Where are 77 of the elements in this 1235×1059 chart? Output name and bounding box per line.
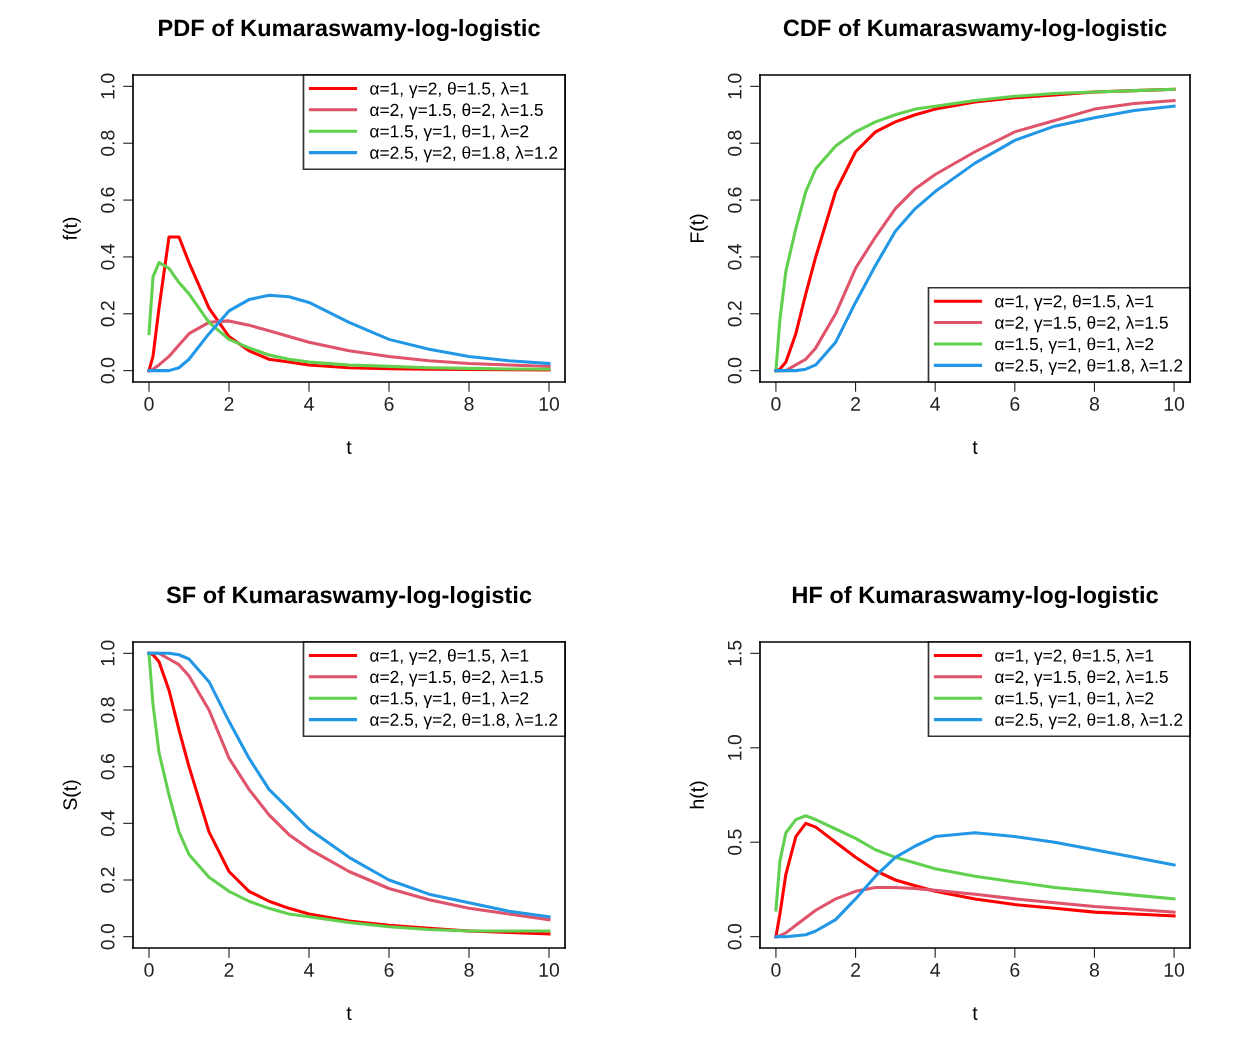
- y-tick-label: 0.5: [727, 829, 742, 855]
- x-tick-label: 0: [771, 397, 781, 411]
- y-tick-label: 0.0: [100, 923, 115, 950]
- legend-label: α=1, γ=2, θ=1.5, λ=1: [995, 294, 1154, 311]
- x-tick-label: 6: [384, 397, 394, 411]
- y-tick-label: 0.4: [727, 243, 742, 270]
- x-tick-label: 4: [304, 963, 314, 977]
- y-axis-title: f(t): [62, 217, 81, 241]
- x-tick-label: 2: [224, 397, 234, 411]
- y-tick-label: 0.6: [100, 754, 115, 780]
- y-axis-title: F(t): [689, 214, 708, 243]
- y-tick-label: 0.0: [727, 923, 742, 950]
- y-tick-label: 1.0: [727, 735, 742, 760]
- chart-title: SF of Kumaraswamy-log-logistic: [166, 586, 532, 609]
- legend-label: α=2.5, γ=2, θ=1.8, λ=1.2: [995, 358, 1183, 376]
- x-tick-label: 10: [539, 963, 560, 977]
- y-tick-label: 1.0: [100, 73, 115, 99]
- legend-label: α=1.5, γ=1, θ=1, λ=2: [370, 124, 529, 141]
- legend-label: α=2, γ=1.5, θ=2, λ=1.5: [995, 316, 1168, 333]
- y-tick-label: 0.2: [727, 301, 742, 327]
- x-tick-label: 8: [1089, 963, 1100, 977]
- x-tick-label: 6: [1010, 963, 1020, 977]
- x-tick-label: 10: [1164, 963, 1185, 977]
- legend-label: α=2.5, γ=2, θ=1.8, λ=1.2: [995, 713, 1183, 730]
- x-tick-label: 0: [144, 397, 154, 411]
- x-tick-label: 6: [384, 963, 394, 977]
- line-series: [147, 261, 551, 371]
- x-tick-label: 10: [539, 397, 560, 411]
- y-axis-title: S(t): [62, 780, 81, 810]
- x-tick-label: 6: [1010, 397, 1020, 411]
- y-tick-label: 0.6: [727, 187, 742, 213]
- x-tick-label: 4: [304, 397, 314, 411]
- y-tick-label: 0.6: [100, 187, 115, 213]
- x-tick-label: 2: [851, 963, 860, 977]
- x-tick-label: 8: [464, 963, 474, 977]
- legend-label: α=1.5, γ=1, θ=1, λ=2: [995, 337, 1154, 354]
- x-tick-label: 8: [1089, 397, 1100, 411]
- y-axis-title: h(t): [689, 781, 708, 809]
- legend-label: α=1, γ=2, θ=1.5, λ=1: [995, 648, 1154, 666]
- y-tick-label: 0.4: [100, 243, 115, 270]
- x-tick-label: 2: [224, 963, 234, 977]
- x-axis-title: t: [972, 1007, 978, 1020]
- legend-label: α=2, γ=1.5, θ=2, λ=1.5: [370, 670, 543, 687]
- legend-label: α=1, γ=2, θ=1.5, λ=1: [370, 648, 529, 666]
- line-series: [774, 814, 1176, 912]
- line-series: [147, 293, 551, 373]
- y-tick-label: 0.8: [100, 130, 115, 156]
- x-tick-label: 8: [464, 397, 474, 411]
- x-tick-label: 2: [851, 397, 860, 411]
- legend-label: α=1.5, γ=1, θ=1, λ=2: [370, 691, 529, 708]
- x-tick-label: 10: [1164, 397, 1185, 411]
- x-tick-label: 4: [930, 963, 941, 977]
- chart-title: HF of Kumaraswamy-log-logistic: [792, 586, 1158, 609]
- y-tick-label: 0.0: [100, 357, 115, 384]
- x-tick-label: 4: [930, 397, 941, 411]
- x-axis-title: t: [972, 441, 978, 454]
- y-tick-label: 1.0: [727, 73, 742, 99]
- x-axis-title: t: [346, 1007, 352, 1020]
- y-tick-label: 0.8: [100, 697, 115, 723]
- legend-label: α=1.5, γ=1, θ=1, λ=2: [995, 691, 1154, 708]
- legend-label: α=2.5, γ=2, θ=1.8, λ=1.2: [370, 713, 558, 730]
- y-tick-label: 1.0: [100, 640, 115, 666]
- x-tick-label: 0: [144, 963, 154, 977]
- legend-label: α=1, γ=2, θ=1.5, λ=1: [370, 81, 529, 99]
- legend-label: α=2, γ=1.5, θ=2, λ=1.5: [995, 670, 1168, 687]
- chart-title: PDF of Kumaraswamy-log-logistic: [159, 19, 540, 42]
- y-tick-label: 0.2: [100, 301, 115, 327]
- legend-label: α=2, γ=1.5, θ=2, λ=1.5: [370, 103, 543, 120]
- legend-label: α=2.5, γ=2, θ=1.8, λ=1.2: [370, 146, 558, 163]
- y-tick-label: 0.0: [727, 357, 742, 384]
- y-tick-label: 1.5: [728, 640, 742, 666]
- x-tick-label: 0: [771, 963, 781, 977]
- chart-title: CDF of Kumaraswamy-log-logistic: [783, 19, 1167, 42]
- y-tick-label: 0.4: [100, 810, 115, 837]
- x-axis-title: t: [346, 441, 352, 454]
- y-tick-label: 0.8: [727, 130, 742, 156]
- y-tick-label: 0.2: [100, 867, 115, 893]
